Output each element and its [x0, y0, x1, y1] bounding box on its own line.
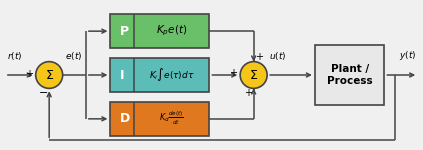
Text: +: + [25, 69, 33, 79]
FancyBboxPatch shape [110, 58, 209, 92]
Ellipse shape [240, 62, 267, 88]
Text: $e(t)$: $e(t)$ [65, 50, 82, 62]
FancyBboxPatch shape [315, 45, 385, 105]
Text: $y(t)$: $y(t)$ [398, 49, 416, 62]
Text: $\Sigma$: $\Sigma$ [44, 69, 54, 81]
Text: +: + [244, 88, 252, 98]
Text: D: D [120, 112, 130, 125]
Text: $r(t)$: $r(t)$ [7, 50, 22, 62]
Text: P: P [120, 25, 129, 38]
Ellipse shape [36, 62, 63, 88]
Text: $\Sigma$: $\Sigma$ [249, 69, 258, 81]
Text: $u(t)$: $u(t)$ [269, 50, 287, 62]
Text: Plant /
Process: Plant / Process [327, 64, 372, 86]
Text: $K_p e(t)$: $K_p e(t)$ [156, 24, 187, 38]
Text: $K_i\int e(\tau)d\tau$: $K_i\int e(\tau)d\tau$ [148, 67, 194, 83]
Text: I: I [120, 69, 124, 81]
Text: $K_d\frac{de(t)}{dt}$: $K_d\frac{de(t)}{dt}$ [159, 110, 184, 127]
Text: −: − [39, 88, 49, 98]
Text: +: + [229, 68, 237, 78]
Text: +: + [255, 52, 263, 62]
FancyBboxPatch shape [110, 14, 209, 48]
FancyBboxPatch shape [110, 102, 209, 136]
